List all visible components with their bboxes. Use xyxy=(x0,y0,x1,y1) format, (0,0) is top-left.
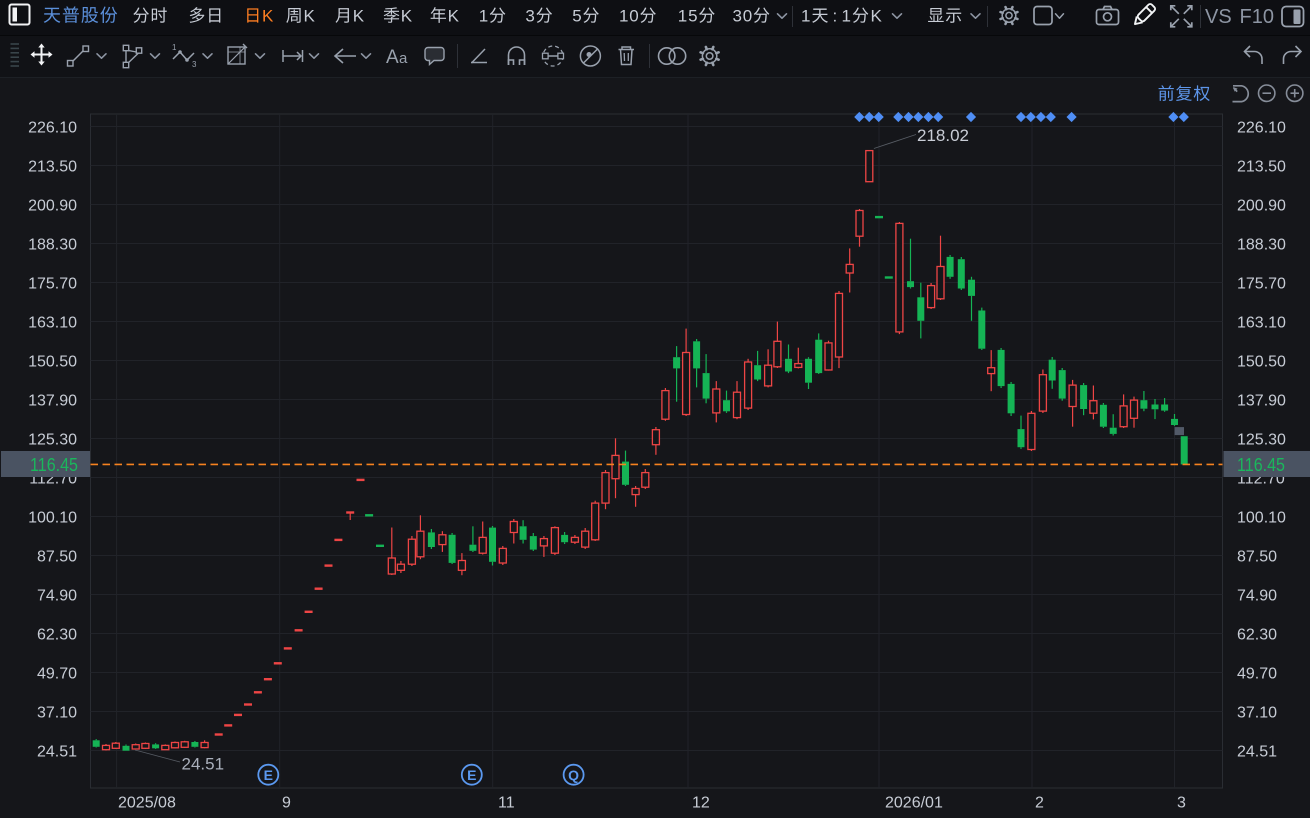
svg-text:116.45: 116.45 xyxy=(30,455,78,475)
svg-text:1: 1 xyxy=(678,7,687,26)
svg-text:VS: VS xyxy=(1205,6,1232,28)
svg-text:2: 2 xyxy=(1035,795,1044,812)
svg-text:175.70: 175.70 xyxy=(1237,275,1286,292)
svg-text:3: 3 xyxy=(733,7,742,26)
svg-text:74.90: 74.90 xyxy=(37,587,77,604)
svg-text:125.30: 125.30 xyxy=(28,431,77,448)
svg-text:150.50: 150.50 xyxy=(1237,353,1286,370)
svg-text:163.10: 163.10 xyxy=(28,314,77,331)
svg-text:K: K xyxy=(448,7,460,26)
svg-text:K: K xyxy=(871,7,883,26)
svg-text:62.30: 62.30 xyxy=(1237,626,1277,643)
svg-text:K: K xyxy=(304,7,316,26)
svg-text:100.10: 100.10 xyxy=(28,509,77,526)
svg-text:2025/08: 2025/08 xyxy=(118,795,176,812)
svg-text:5: 5 xyxy=(572,7,581,26)
svg-text:F10: F10 xyxy=(1240,6,1274,28)
svg-text:37.10: 37.10 xyxy=(1237,704,1277,721)
svg-text:137.90: 137.90 xyxy=(1237,392,1286,409)
svg-text:150.50: 150.50 xyxy=(28,353,77,370)
svg-text:3: 3 xyxy=(1177,795,1186,812)
svg-text:11: 11 xyxy=(498,795,515,812)
svg-text:200.90: 200.90 xyxy=(1237,197,1286,214)
svg-text:5: 5 xyxy=(688,7,697,26)
svg-text:A: A xyxy=(386,47,399,68)
svg-text:87.50: 87.50 xyxy=(37,548,77,565)
svg-text:3: 3 xyxy=(525,7,534,26)
svg-text:49.70: 49.70 xyxy=(1237,665,1277,682)
svg-text:213.50: 213.50 xyxy=(1237,158,1286,175)
svg-text:1: 1 xyxy=(619,7,628,26)
svg-text:9: 9 xyxy=(282,795,291,812)
svg-text:K: K xyxy=(353,7,365,26)
svg-text:100.10: 100.10 xyxy=(1237,509,1286,526)
svg-text:K: K xyxy=(401,7,413,26)
svg-text:1: 1 xyxy=(801,7,810,26)
svg-text:0: 0 xyxy=(743,7,752,26)
svg-text:2026/01: 2026/01 xyxy=(885,795,943,812)
svg-text:1: 1 xyxy=(842,7,851,26)
svg-text:175.70: 175.70 xyxy=(28,275,77,292)
svg-text:137.90: 137.90 xyxy=(28,392,77,409)
svg-text:a: a xyxy=(399,50,408,67)
svg-text:62.30: 62.30 xyxy=(37,626,77,643)
svg-text:0: 0 xyxy=(629,7,638,26)
svg-text:K: K xyxy=(262,7,274,26)
svg-text:24.51: 24.51 xyxy=(1237,743,1277,760)
svg-text:125.30: 125.30 xyxy=(1237,431,1286,448)
svg-text:12: 12 xyxy=(692,795,710,812)
svg-text:200.90: 200.90 xyxy=(28,197,77,214)
svg-text:218.02: 218.02 xyxy=(917,126,969,145)
svg-text:226.10: 226.10 xyxy=(28,119,77,136)
svg-text:E: E xyxy=(467,767,476,783)
svg-text:49.70: 49.70 xyxy=(37,665,77,682)
svg-text:188.30: 188.30 xyxy=(28,236,77,253)
svg-text::: : xyxy=(833,7,838,26)
svg-text:24.51: 24.51 xyxy=(37,743,77,760)
svg-text:116.45: 116.45 xyxy=(1237,455,1285,475)
svg-text:163.10: 163.10 xyxy=(1237,314,1286,331)
svg-text:213.50: 213.50 xyxy=(28,158,77,175)
svg-text:24.51: 24.51 xyxy=(182,755,225,774)
svg-text:3: 3 xyxy=(192,60,197,69)
svg-text:Q: Q xyxy=(568,767,579,783)
svg-text:87.50: 87.50 xyxy=(1237,548,1277,565)
svg-text:74.90: 74.90 xyxy=(1237,587,1277,604)
svg-text:1: 1 xyxy=(479,7,488,26)
svg-text:37.10: 37.10 xyxy=(37,704,77,721)
svg-text:E: E xyxy=(264,767,273,783)
svg-text:188.30: 188.30 xyxy=(1237,236,1286,253)
svg-text:226.10: 226.10 xyxy=(1237,119,1286,136)
svg-text:1: 1 xyxy=(172,43,177,52)
